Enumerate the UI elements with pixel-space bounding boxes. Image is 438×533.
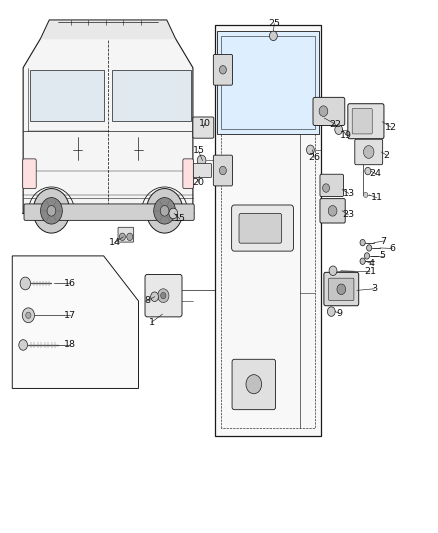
- FancyBboxPatch shape: [118, 227, 134, 242]
- Text: 15: 15: [174, 214, 186, 223]
- FancyBboxPatch shape: [24, 204, 194, 220]
- Text: 3: 3: [371, 284, 378, 293]
- Text: 15: 15: [193, 147, 205, 156]
- Circle shape: [360, 258, 365, 264]
- Circle shape: [47, 206, 56, 216]
- FancyBboxPatch shape: [352, 109, 372, 134]
- FancyBboxPatch shape: [313, 98, 345, 125]
- Text: 26: 26: [308, 153, 320, 162]
- Text: 23: 23: [342, 210, 354, 219]
- Circle shape: [327, 307, 335, 317]
- Text: 4: 4: [368, 259, 374, 268]
- FancyBboxPatch shape: [355, 139, 383, 165]
- FancyBboxPatch shape: [239, 214, 282, 243]
- Circle shape: [26, 312, 31, 318]
- FancyBboxPatch shape: [213, 155, 233, 186]
- FancyBboxPatch shape: [320, 199, 345, 223]
- Circle shape: [33, 189, 70, 233]
- Circle shape: [337, 284, 346, 295]
- Text: 21: 21: [364, 268, 376, 276]
- Text: 18: 18: [64, 341, 76, 350]
- FancyBboxPatch shape: [320, 174, 343, 197]
- Circle shape: [307, 145, 314, 155]
- Circle shape: [364, 146, 374, 158]
- Text: 22: 22: [330, 120, 342, 129]
- Circle shape: [160, 206, 169, 216]
- Text: 5: 5: [380, 252, 385, 261]
- Circle shape: [197, 155, 206, 166]
- Polygon shape: [221, 36, 315, 128]
- FancyBboxPatch shape: [324, 272, 359, 306]
- Circle shape: [41, 198, 62, 224]
- FancyBboxPatch shape: [213, 54, 233, 85]
- Circle shape: [119, 233, 125, 240]
- Circle shape: [319, 106, 328, 116]
- Text: 20: 20: [192, 178, 204, 187]
- Polygon shape: [41, 20, 176, 38]
- FancyBboxPatch shape: [183, 159, 193, 189]
- Circle shape: [246, 375, 261, 394]
- Circle shape: [364, 253, 370, 259]
- Circle shape: [146, 189, 183, 233]
- Circle shape: [22, 308, 35, 322]
- Text: 8: 8: [144, 296, 150, 305]
- Circle shape: [161, 293, 166, 299]
- Circle shape: [365, 167, 371, 175]
- Circle shape: [335, 125, 343, 134]
- Circle shape: [19, 340, 28, 350]
- Circle shape: [20, 277, 31, 290]
- FancyBboxPatch shape: [145, 274, 182, 317]
- Text: 11: 11: [371, 193, 382, 202]
- Text: 17: 17: [64, 311, 76, 320]
- Text: 9: 9: [336, 309, 342, 318]
- Circle shape: [367, 245, 372, 251]
- Polygon shape: [12, 256, 138, 389]
- FancyBboxPatch shape: [193, 117, 214, 138]
- Circle shape: [322, 184, 329, 192]
- Text: 13: 13: [343, 189, 355, 198]
- Circle shape: [269, 31, 277, 41]
- Text: 14: 14: [109, 238, 120, 247]
- Text: 2: 2: [384, 151, 389, 160]
- Circle shape: [329, 266, 337, 276]
- Polygon shape: [113, 70, 191, 120]
- FancyBboxPatch shape: [348, 104, 384, 139]
- Polygon shape: [215, 25, 321, 436]
- Polygon shape: [23, 25, 193, 214]
- FancyBboxPatch shape: [328, 278, 354, 301]
- FancyBboxPatch shape: [232, 359, 276, 410]
- Text: 25: 25: [268, 19, 280, 28]
- Circle shape: [219, 166, 226, 175]
- Circle shape: [154, 198, 176, 224]
- FancyBboxPatch shape: [232, 205, 293, 251]
- Text: 7: 7: [381, 237, 386, 246]
- Text: 12: 12: [385, 123, 397, 132]
- Circle shape: [328, 206, 337, 216]
- Text: 1: 1: [148, 318, 155, 327]
- FancyBboxPatch shape: [193, 164, 212, 177]
- Circle shape: [219, 66, 226, 74]
- Text: 16: 16: [64, 279, 76, 288]
- Text: 19: 19: [340, 131, 352, 140]
- Text: 10: 10: [199, 119, 211, 128]
- Polygon shape: [217, 30, 319, 134]
- Circle shape: [127, 233, 133, 240]
- FancyBboxPatch shape: [23, 159, 36, 189]
- Circle shape: [151, 292, 159, 302]
- Text: 24: 24: [370, 169, 381, 178]
- Circle shape: [360, 239, 365, 246]
- Circle shape: [158, 289, 169, 303]
- Polygon shape: [30, 70, 104, 120]
- Text: 6: 6: [389, 244, 395, 253]
- Circle shape: [169, 208, 178, 219]
- Circle shape: [364, 192, 368, 198]
